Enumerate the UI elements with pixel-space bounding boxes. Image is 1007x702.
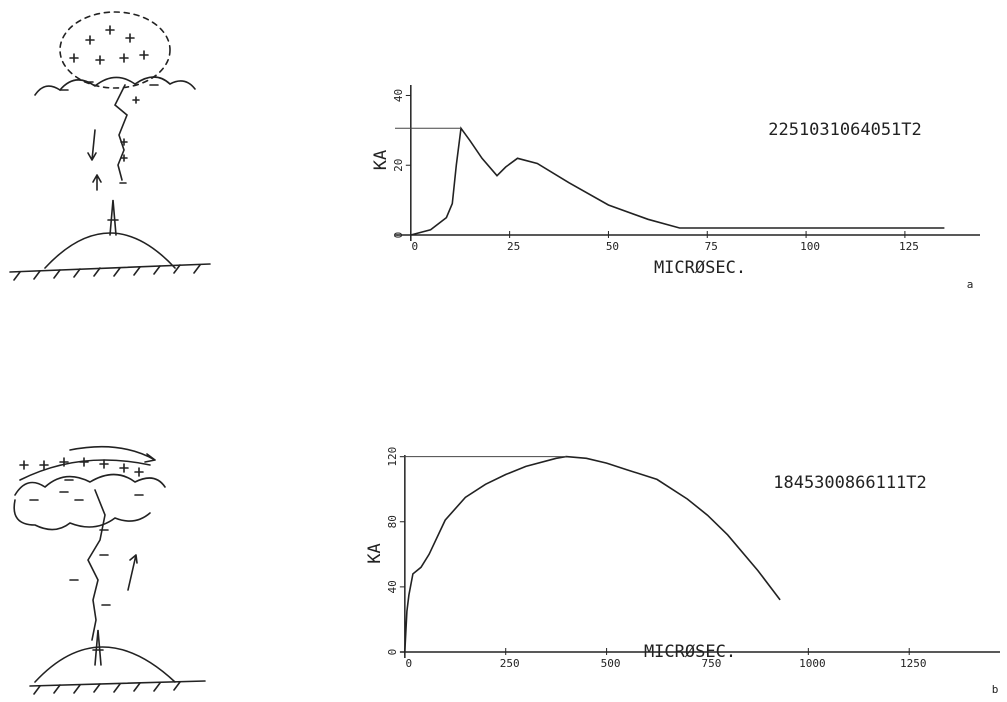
x-tick-label: 75 (705, 240, 718, 253)
panel-letter: b (992, 683, 999, 696)
x-tick-label: 1250 (900, 657, 927, 670)
x-tick-label: 50 (606, 240, 619, 253)
x-tick-label: 125 (899, 240, 919, 253)
y-tick-label: 0 (392, 232, 405, 239)
y-tick-label: 0 (386, 649, 399, 656)
y-tick-label: 120 (386, 447, 399, 467)
y-tick-label: 40 (392, 89, 405, 102)
record-id: 2251031064051T2 (768, 120, 922, 140)
y-tick-label: 40 (386, 580, 399, 593)
record-id: 1845300866111T2 (773, 473, 927, 493)
data-line (410, 126, 945, 236)
x-tick-label: 1000 (799, 657, 826, 670)
x-tick-label: 25 (507, 240, 520, 253)
y-tick-label: 20 (392, 159, 405, 172)
x-tick-label: 0 (411, 240, 418, 253)
x-tick-label: 250 (500, 657, 520, 670)
data-line (404, 455, 781, 653)
y-axis-label: KA (365, 543, 385, 563)
panel-letter: a (967, 278, 974, 291)
x-tick-label: 500 (601, 657, 621, 670)
sketch-upward-flash (9, 11, 211, 281)
x-axis-label: MICRØSEC. (644, 642, 736, 662)
y-axis-label: KA (371, 150, 391, 170)
y-tick-label: 80 (386, 515, 399, 528)
x-tick-label: 100 (800, 240, 820, 253)
x-tick-label: 0 (406, 657, 413, 670)
sketch-downward-flash (13, 445, 206, 695)
x-tick-label: 750 (702, 657, 722, 670)
x-axis-label: MICRØSEC. (654, 258, 746, 278)
